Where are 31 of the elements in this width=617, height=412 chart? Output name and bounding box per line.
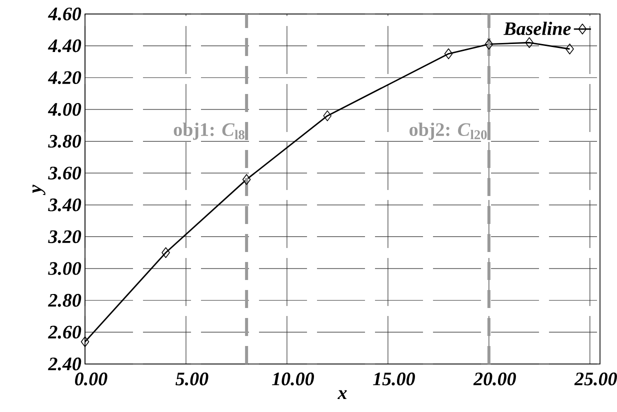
point xyxy=(484,38,494,50)
x-tick-label: 25.00 xyxy=(574,372,617,386)
legend-label: Baseline xyxy=(503,22,571,36)
x-tick-label: 10.00 xyxy=(272,372,314,386)
y-tick-label: 2.40 xyxy=(48,358,82,370)
ref-line-label: obj2: C$_{l20}$ xyxy=(410,122,487,140)
x-tick-label: 15.00 xyxy=(373,372,415,386)
point xyxy=(444,48,453,60)
y-tick-label: 2.60 xyxy=(48,326,82,339)
point xyxy=(525,37,534,48)
y-tick-label: 4.00 xyxy=(48,103,82,116)
point xyxy=(242,174,251,185)
y-tick-label: 4.60 xyxy=(48,8,82,20)
y-axis-title: y xyxy=(32,184,46,196)
y-tick-label: 4.20 xyxy=(48,71,82,84)
y-tick-label: 3.60 xyxy=(48,166,82,180)
x-axis-title: x xyxy=(338,390,347,400)
point xyxy=(162,247,170,258)
y-tick-label: 3.20 xyxy=(48,230,82,244)
y-tick-label: 3.40 xyxy=(48,198,82,212)
point xyxy=(323,110,332,122)
x-tick-label: 5.00 xyxy=(176,372,208,386)
x-tick-label: 0.00 xyxy=(75,372,108,386)
x-tick-label: 20.00 xyxy=(473,372,516,386)
y-tick-label: 2.80 xyxy=(48,294,82,307)
point xyxy=(566,44,574,54)
y-tick-label: 3.80 xyxy=(48,134,82,148)
y-tick-label: 4.40 xyxy=(48,39,82,52)
ref-line-label: obj1: C$_{l8}$ xyxy=(174,122,244,140)
point xyxy=(80,336,90,348)
y-tick-label: 3.00 xyxy=(48,262,82,275)
